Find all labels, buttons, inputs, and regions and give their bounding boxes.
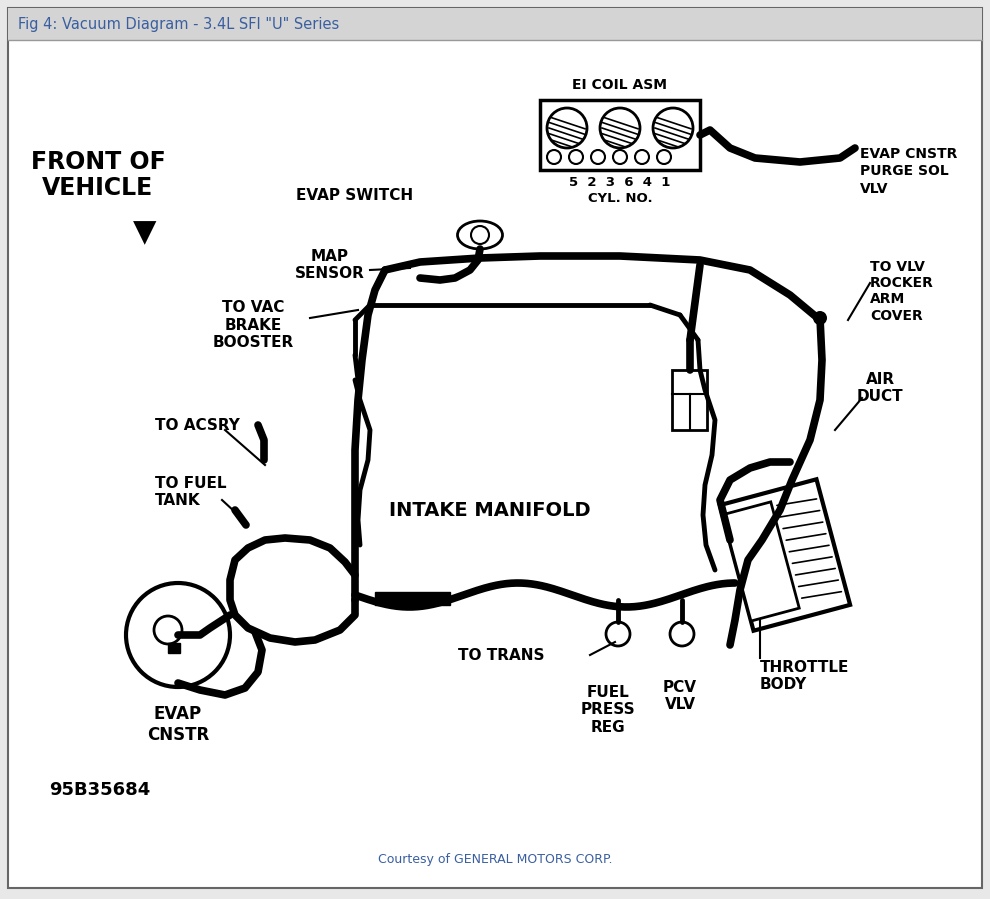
Text: ▼: ▼ (134, 218, 156, 247)
Text: PCV
VLV: PCV VLV (663, 680, 697, 712)
Circle shape (569, 150, 583, 164)
Circle shape (547, 150, 561, 164)
Text: TO TRANS: TO TRANS (458, 647, 545, 663)
Circle shape (471, 226, 489, 244)
Circle shape (606, 622, 630, 646)
FancyBboxPatch shape (720, 479, 850, 631)
Text: TO VLV
ROCKER
ARM
COVER: TO VLV ROCKER ARM COVER (870, 260, 934, 323)
Circle shape (126, 583, 230, 687)
Text: 5  2  3  6  4  1: 5 2 3 6 4 1 (569, 176, 670, 189)
Circle shape (600, 108, 640, 148)
Text: EVAP SWITCH: EVAP SWITCH (296, 188, 414, 202)
Bar (540, 100, 700, 170)
Circle shape (813, 311, 827, 325)
Circle shape (657, 150, 671, 164)
Circle shape (653, 108, 693, 148)
Bar (723, 502, 799, 621)
Text: INTAKE MANIFOLD: INTAKE MANIFOLD (389, 501, 591, 520)
Text: 95B35684: 95B35684 (50, 781, 150, 799)
Ellipse shape (457, 221, 503, 249)
Text: EVAP CNSTR
PURGE SOL
VLV: EVAP CNSTR PURGE SOL VLV (860, 147, 957, 196)
Text: Fig 4: Vacuum Diagram - 3.4L SFI "U" Series: Fig 4: Vacuum Diagram - 3.4L SFI "U" Ser… (18, 17, 340, 32)
Circle shape (635, 150, 649, 164)
Circle shape (591, 150, 605, 164)
Bar (375, 592, 450, 605)
Text: TO ACSRY: TO ACSRY (155, 417, 240, 432)
Text: THROTTLE
BODY: THROTTLE BODY (760, 660, 849, 692)
Text: TO FUEL
TANK: TO FUEL TANK (155, 476, 227, 508)
Text: AIR
DUCT: AIR DUCT (856, 372, 903, 405)
Text: FRONT OF
VEHICLE: FRONT OF VEHICLE (31, 149, 165, 200)
Text: EI COIL ASM: EI COIL ASM (572, 78, 667, 92)
Text: CYL. NO.: CYL. NO. (588, 192, 652, 205)
Bar (168, 643, 180, 653)
Text: FUEL
PRESS
REG: FUEL PRESS REG (581, 685, 636, 734)
Circle shape (154, 616, 182, 644)
Circle shape (613, 150, 627, 164)
Text: Courtesy of GENERAL MOTORS CORP.: Courtesy of GENERAL MOTORS CORP. (378, 853, 612, 867)
Text: MAP
SENSOR: MAP SENSOR (295, 249, 365, 281)
Circle shape (547, 108, 587, 148)
Text: TO VAC
BRAKE
BOOSTER: TO VAC BRAKE BOOSTER (213, 300, 294, 350)
Bar (672, 370, 707, 430)
Text: EVAP
CNSTR: EVAP CNSTR (147, 705, 209, 743)
Bar (8, 8, 982, 40)
Circle shape (670, 622, 694, 646)
